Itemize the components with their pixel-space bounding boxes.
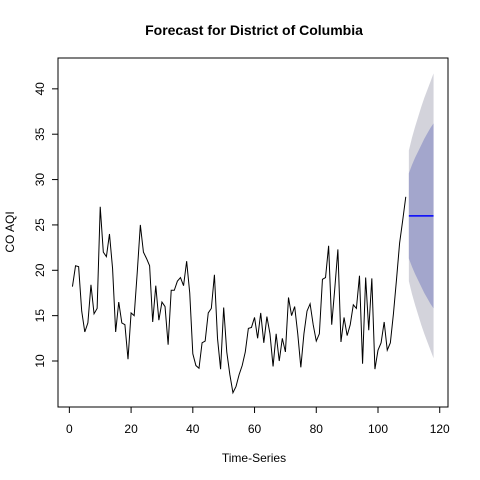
y-tick-label: 35	[33, 127, 47, 141]
plot-box	[57, 57, 449, 408]
y-tick-label: 40	[33, 82, 47, 96]
chart-title: Forecast for District of Columbia	[145, 22, 363, 38]
x-tick-label: 20	[124, 422, 138, 436]
y-tick-label: 20	[33, 263, 47, 277]
x-axis-label: Time-Series	[222, 451, 286, 465]
x-tick-label: 100	[368, 422, 388, 436]
x-tick-label: 80	[310, 422, 324, 436]
y-tick-label: 15	[33, 309, 47, 323]
x-tick-label: 40	[186, 422, 200, 436]
x-tick-label: 60	[248, 422, 262, 436]
y-tick-label: 30	[33, 173, 47, 187]
x-tick-label: 120	[430, 422, 450, 436]
y-tick-label: 10	[33, 354, 47, 368]
x-tick-label: 0	[66, 422, 73, 436]
y-tick-label: 25	[33, 218, 47, 232]
y-axis-label: CO AQI	[3, 211, 17, 252]
series-line	[71, 196, 407, 395]
